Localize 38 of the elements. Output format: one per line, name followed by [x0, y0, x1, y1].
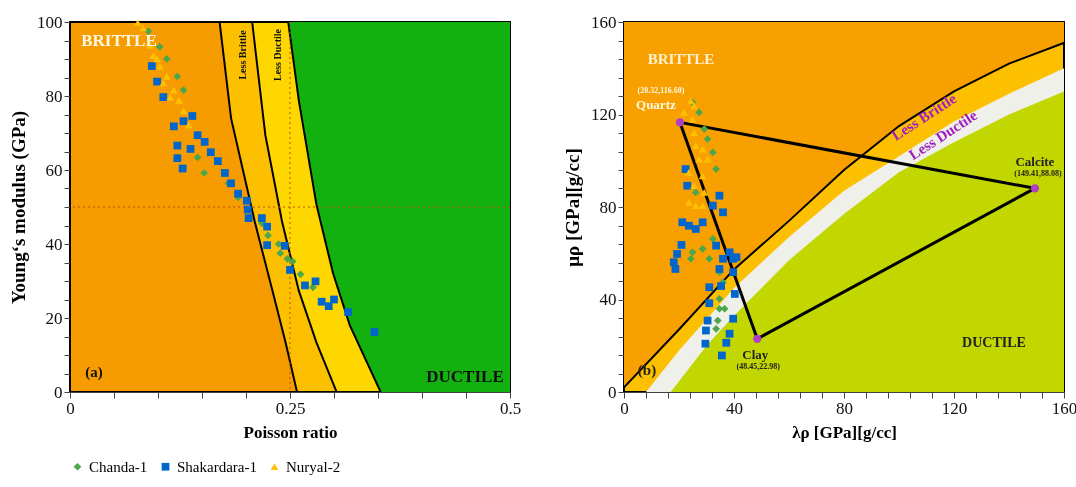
y-tick-label: 40 [599, 290, 617, 309]
y-tick-label: 120 [591, 105, 617, 124]
x-tick-label: 0.25 [275, 398, 306, 418]
legend-label: Chanda-1 [89, 458, 148, 475]
y-tick-label: 0 [608, 382, 617, 402]
y-tick-label: 0 [54, 382, 63, 402]
y-axis-title: μρ [GPa][g/cc] [562, 148, 583, 267]
annotation: Clay [742, 346, 769, 362]
annotation: (20.32,116.60) [637, 86, 685, 95]
annotation: (a) [85, 364, 103, 381]
annotation: Quartz [636, 97, 676, 113]
x-axis-title: Poisson ratio [243, 422, 338, 442]
x-tick-label: 80 [836, 398, 853, 418]
y-tick-label: 80 [599, 197, 617, 217]
y-tick-label: 40 [45, 234, 63, 254]
annotation: DUCTILE [962, 335, 1026, 350]
y-tick-label: 160 [591, 12, 617, 32]
y-tick-label: 20 [45, 308, 63, 328]
annotation: DUCTILE [426, 367, 504, 386]
y-tick-label: 100 [37, 12, 63, 32]
y-tick-label: 60 [45, 160, 63, 180]
annotation: BRITTLE [647, 51, 715, 67]
x-tick-label: 40 [726, 398, 743, 418]
annotation: Less Brittle [237, 29, 248, 80]
legend-label: Shakardara-1 [177, 458, 257, 475]
y-axis-title: Young‘s modulus (GPa) [8, 110, 30, 305]
x-axis-title: λρ [GPa][g/cc] [792, 422, 897, 442]
annotation: BRITTLE [81, 31, 157, 50]
x-tick-label: 160 [1051, 398, 1076, 418]
y-tick-label: 80 [45, 86, 63, 106]
annotation: (149.41,88.08) [1014, 169, 1062, 179]
x-tick-label: 0.5 [499, 398, 522, 418]
annotation: (48.45,22.98) [736, 361, 781, 371]
annotation: Less Ductile [272, 28, 283, 81]
x-tick-label: 120 [941, 398, 968, 418]
annotation: (b) [637, 362, 657, 379]
annotation: Calcite [1015, 154, 1055, 170]
legend-label: Nuryal-2 [286, 458, 341, 475]
